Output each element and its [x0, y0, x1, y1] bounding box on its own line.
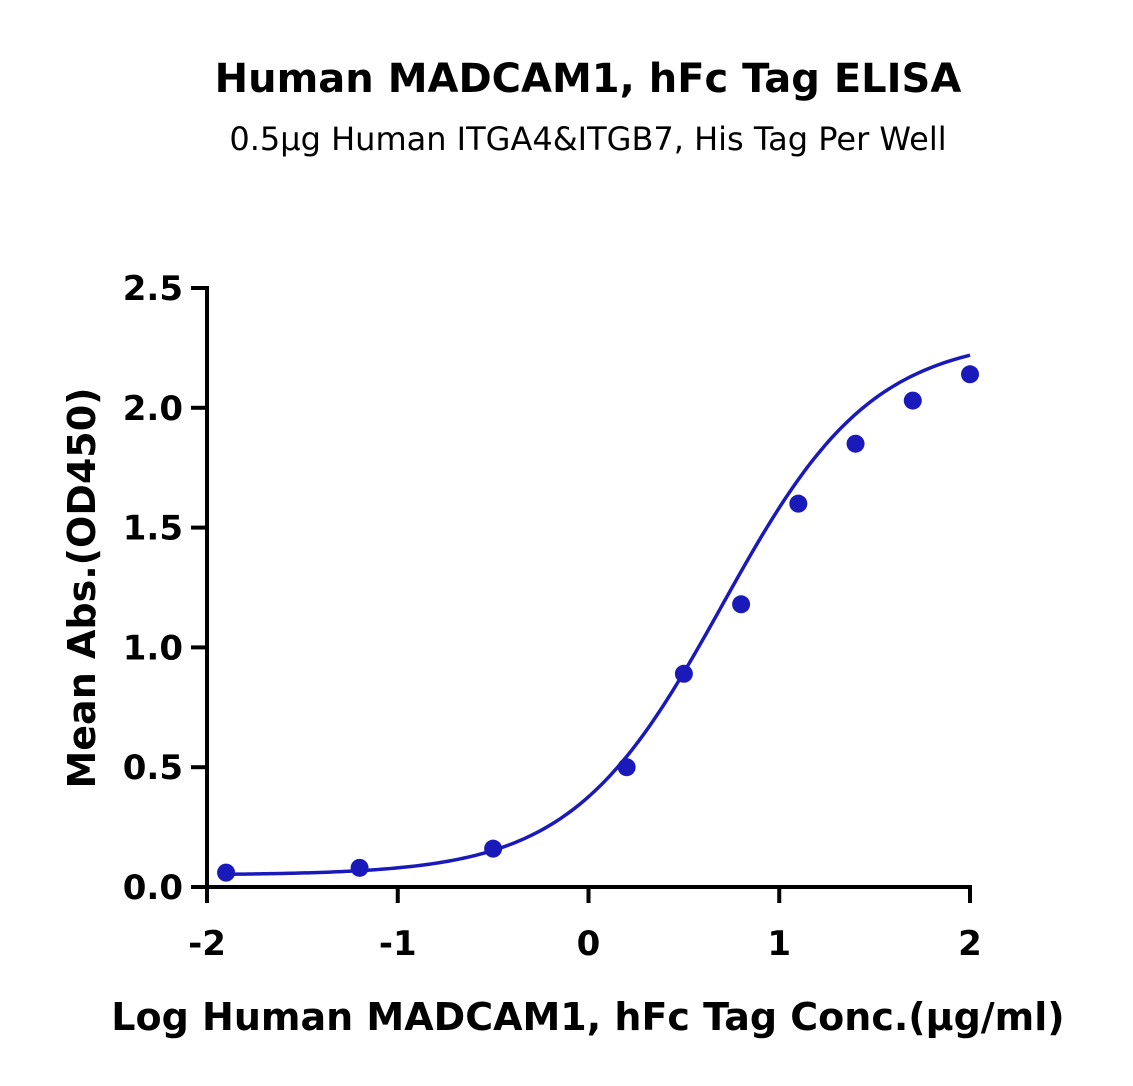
- y-tick-label: 0.5: [123, 748, 183, 788]
- data-point: [217, 863, 236, 882]
- data-point: [903, 391, 922, 410]
- chart-title: Human MADCAM1, hFc Tag ELISA: [215, 56, 962, 102]
- x-tick-label: 1: [767, 924, 791, 964]
- data-point: [674, 664, 693, 683]
- fit-curve-group: [226, 353, 971, 877]
- ticks: 0.0 0.5 1.0 1.5 2.0 2.5 -2 -1 0 1 2: [123, 269, 982, 964]
- data-point: [350, 858, 369, 877]
- x-tick-label: 2: [958, 924, 982, 964]
- fit-curve: [226, 353, 971, 877]
- x-tick-label: 0: [577, 924, 601, 964]
- data-point: [732, 595, 751, 614]
- x-tick-label: -1: [379, 924, 417, 964]
- y-tick-label: 1.5: [123, 509, 183, 549]
- data-point: [484, 839, 503, 858]
- y-tick-label: 0.0: [123, 868, 183, 908]
- data-point: [846, 434, 865, 453]
- y-tick-label: 2.5: [123, 269, 183, 309]
- y-tick-label: 2.0: [123, 389, 183, 429]
- x-axis-label: Log Human MADCAM1, hFc Tag Conc.(μg/ml): [111, 995, 1064, 1039]
- x-tick-label: -2: [188, 924, 226, 964]
- data-points: [217, 365, 979, 882]
- y-axis-label: Mean Abs.(OD450): [60, 387, 104, 788]
- data-point: [961, 365, 979, 384]
- data-point: [789, 494, 808, 513]
- y-tick-label: 1.0: [123, 628, 183, 668]
- data-point: [617, 758, 636, 777]
- chart-subtitle: 0.5μg Human ITGA4&ITGB7, His Tag Per Wel…: [229, 120, 946, 158]
